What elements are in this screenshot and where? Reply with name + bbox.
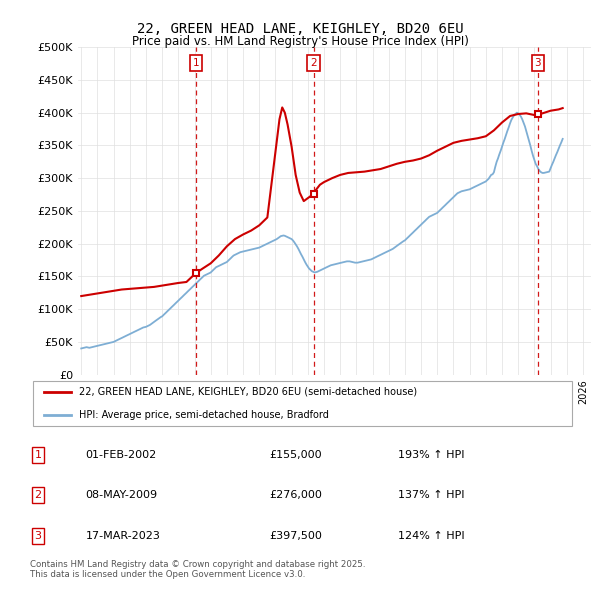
Text: 2: 2: [34, 490, 41, 500]
Text: 2: 2: [310, 58, 317, 68]
Text: Price paid vs. HM Land Registry's House Price Index (HPI): Price paid vs. HM Land Registry's House …: [131, 35, 469, 48]
Text: 01-FEB-2002: 01-FEB-2002: [85, 450, 157, 460]
Text: 17-MAR-2023: 17-MAR-2023: [85, 531, 160, 541]
Text: 193% ↑ HPI: 193% ↑ HPI: [398, 450, 464, 460]
Text: Contains HM Land Registry data © Crown copyright and database right 2025.
This d: Contains HM Land Registry data © Crown c…: [30, 560, 365, 579]
Text: 08-MAY-2009: 08-MAY-2009: [85, 490, 158, 500]
Text: £155,000: £155,000: [269, 450, 322, 460]
Text: 1: 1: [193, 58, 199, 68]
FancyBboxPatch shape: [33, 381, 572, 426]
Text: £276,000: £276,000: [269, 490, 322, 500]
Text: 137% ↑ HPI: 137% ↑ HPI: [398, 490, 464, 500]
Text: £397,500: £397,500: [269, 531, 322, 541]
Text: 1: 1: [34, 450, 41, 460]
Text: 22, GREEN HEAD LANE, KEIGHLEY, BD20 6EU (semi-detached house): 22, GREEN HEAD LANE, KEIGHLEY, BD20 6EU …: [79, 387, 417, 397]
Text: 3: 3: [535, 58, 541, 68]
Text: 124% ↑ HPI: 124% ↑ HPI: [398, 531, 464, 541]
Text: 22, GREEN HEAD LANE, KEIGHLEY, BD20 6EU: 22, GREEN HEAD LANE, KEIGHLEY, BD20 6EU: [137, 22, 463, 37]
Text: 3: 3: [34, 531, 41, 541]
Text: HPI: Average price, semi-detached house, Bradford: HPI: Average price, semi-detached house,…: [79, 410, 329, 420]
